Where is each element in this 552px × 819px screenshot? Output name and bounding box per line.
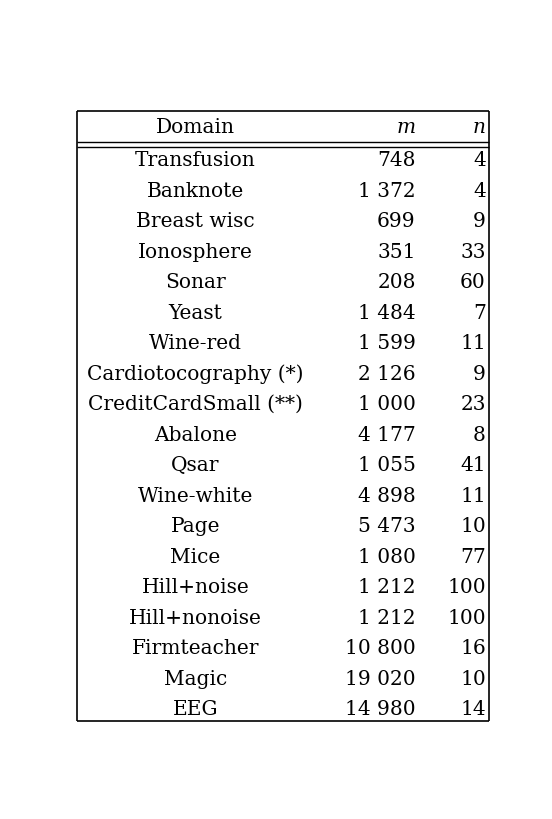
Text: Domain: Domain	[156, 118, 235, 137]
Text: 60: 60	[460, 273, 486, 292]
Text: 11: 11	[460, 333, 486, 353]
Text: Cardiotocography (*): Cardiotocography (*)	[87, 364, 304, 383]
Text: 77: 77	[460, 547, 486, 566]
Text: Transfusion: Transfusion	[135, 151, 256, 170]
Text: 8: 8	[473, 425, 486, 444]
Text: Wine-white: Wine-white	[137, 486, 253, 505]
Text: 1 484: 1 484	[358, 303, 416, 322]
Text: 1 599: 1 599	[358, 333, 416, 353]
Text: Magic: Magic	[163, 668, 227, 688]
Text: Breast wisc: Breast wisc	[136, 212, 254, 231]
Text: Hill+nonoise: Hill+nonoise	[129, 608, 262, 627]
Text: 11: 11	[460, 486, 486, 505]
Text: 4 898: 4 898	[358, 486, 416, 505]
Text: Page: Page	[171, 517, 220, 536]
Text: 33: 33	[460, 242, 486, 261]
Text: 351: 351	[377, 242, 416, 261]
Text: 4 177: 4 177	[358, 425, 416, 444]
Text: 9: 9	[473, 364, 486, 383]
Text: 14: 14	[460, 699, 486, 718]
Text: 1 212: 1 212	[358, 577, 416, 596]
Text: 208: 208	[377, 273, 416, 292]
Text: 699: 699	[377, 212, 416, 231]
Text: 23: 23	[460, 395, 486, 414]
Text: 1 080: 1 080	[358, 547, 416, 566]
Text: Mice: Mice	[170, 547, 220, 566]
Text: 7: 7	[473, 303, 486, 322]
Text: 10: 10	[460, 668, 486, 688]
Text: 2 126: 2 126	[358, 364, 416, 383]
Text: Ionosphere: Ionosphere	[138, 242, 253, 261]
Text: Abalone: Abalone	[154, 425, 237, 444]
Text: 4: 4	[473, 181, 486, 201]
Text: m: m	[396, 118, 416, 137]
Text: Yeast: Yeast	[168, 303, 222, 322]
Text: 100: 100	[447, 608, 486, 627]
Text: CreditCardSmall (**): CreditCardSmall (**)	[88, 395, 302, 414]
Text: 9: 9	[473, 212, 486, 231]
Text: Sonar: Sonar	[165, 273, 226, 292]
Text: 19 020: 19 020	[345, 668, 416, 688]
Text: 10: 10	[460, 517, 486, 536]
Text: Hill+noise: Hill+noise	[141, 577, 249, 596]
Text: Banknote: Banknote	[147, 181, 244, 201]
Text: 5 473: 5 473	[358, 517, 416, 536]
Text: 41: 41	[460, 455, 486, 474]
Text: 1 372: 1 372	[358, 181, 416, 201]
Text: 16: 16	[460, 638, 486, 657]
Text: 1 000: 1 000	[358, 395, 416, 414]
Text: Qsar: Qsar	[171, 455, 220, 474]
Text: 748: 748	[377, 151, 416, 170]
Text: n: n	[473, 118, 486, 137]
Text: 14 980: 14 980	[345, 699, 416, 718]
Text: 1 055: 1 055	[358, 455, 416, 474]
Text: 1 212: 1 212	[358, 608, 416, 627]
Text: 10 800: 10 800	[345, 638, 416, 657]
Text: Wine-red: Wine-red	[149, 333, 242, 353]
Text: 100: 100	[447, 577, 486, 596]
Text: Firmteacher: Firmteacher	[131, 638, 259, 657]
Text: EEG: EEG	[172, 699, 218, 718]
Text: 4: 4	[473, 151, 486, 170]
